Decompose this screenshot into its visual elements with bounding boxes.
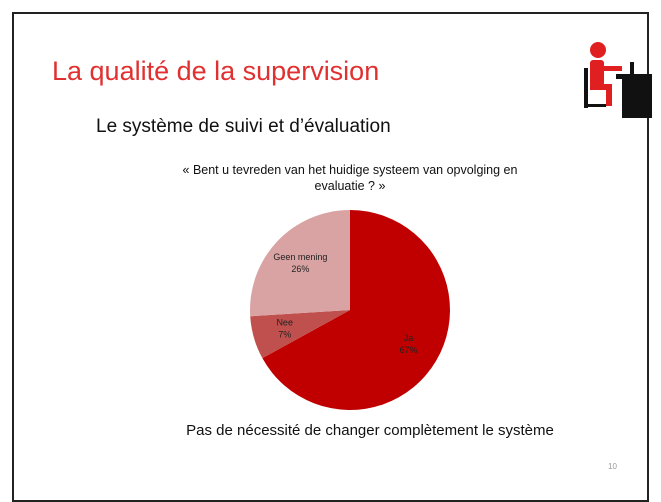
slice-value-label: 26%	[291, 264, 309, 274]
slide-subtitle: Le système de suivi et d’évaluation	[96, 116, 391, 137]
chart-title: « Bent u tevreden van het huidige systee…	[182, 163, 518, 193]
pie-slice	[249, 210, 350, 317]
slide: La qualité de la supervision Le système …	[12, 12, 652, 502]
page-number: 10	[608, 462, 617, 471]
slice-label: Nee	[276, 317, 293, 327]
pie-slice	[262, 210, 450, 410]
slice-value-label: 7%	[278, 329, 291, 339]
slice-label: Ja	[404, 333, 414, 343]
chart: Ja 67% Nee 7% Geen mening 26%	[249, 42, 652, 410]
slice-value-label: 67%	[400, 345, 418, 355]
slide-title: La qualité de la supervision	[52, 56, 380, 86]
conclusion: Pas de nécessité de changer complètement…	[186, 422, 554, 439]
pie-slice	[250, 310, 350, 359]
desk-icon	[584, 42, 652, 118]
slice-label: Geen mening	[273, 252, 327, 262]
